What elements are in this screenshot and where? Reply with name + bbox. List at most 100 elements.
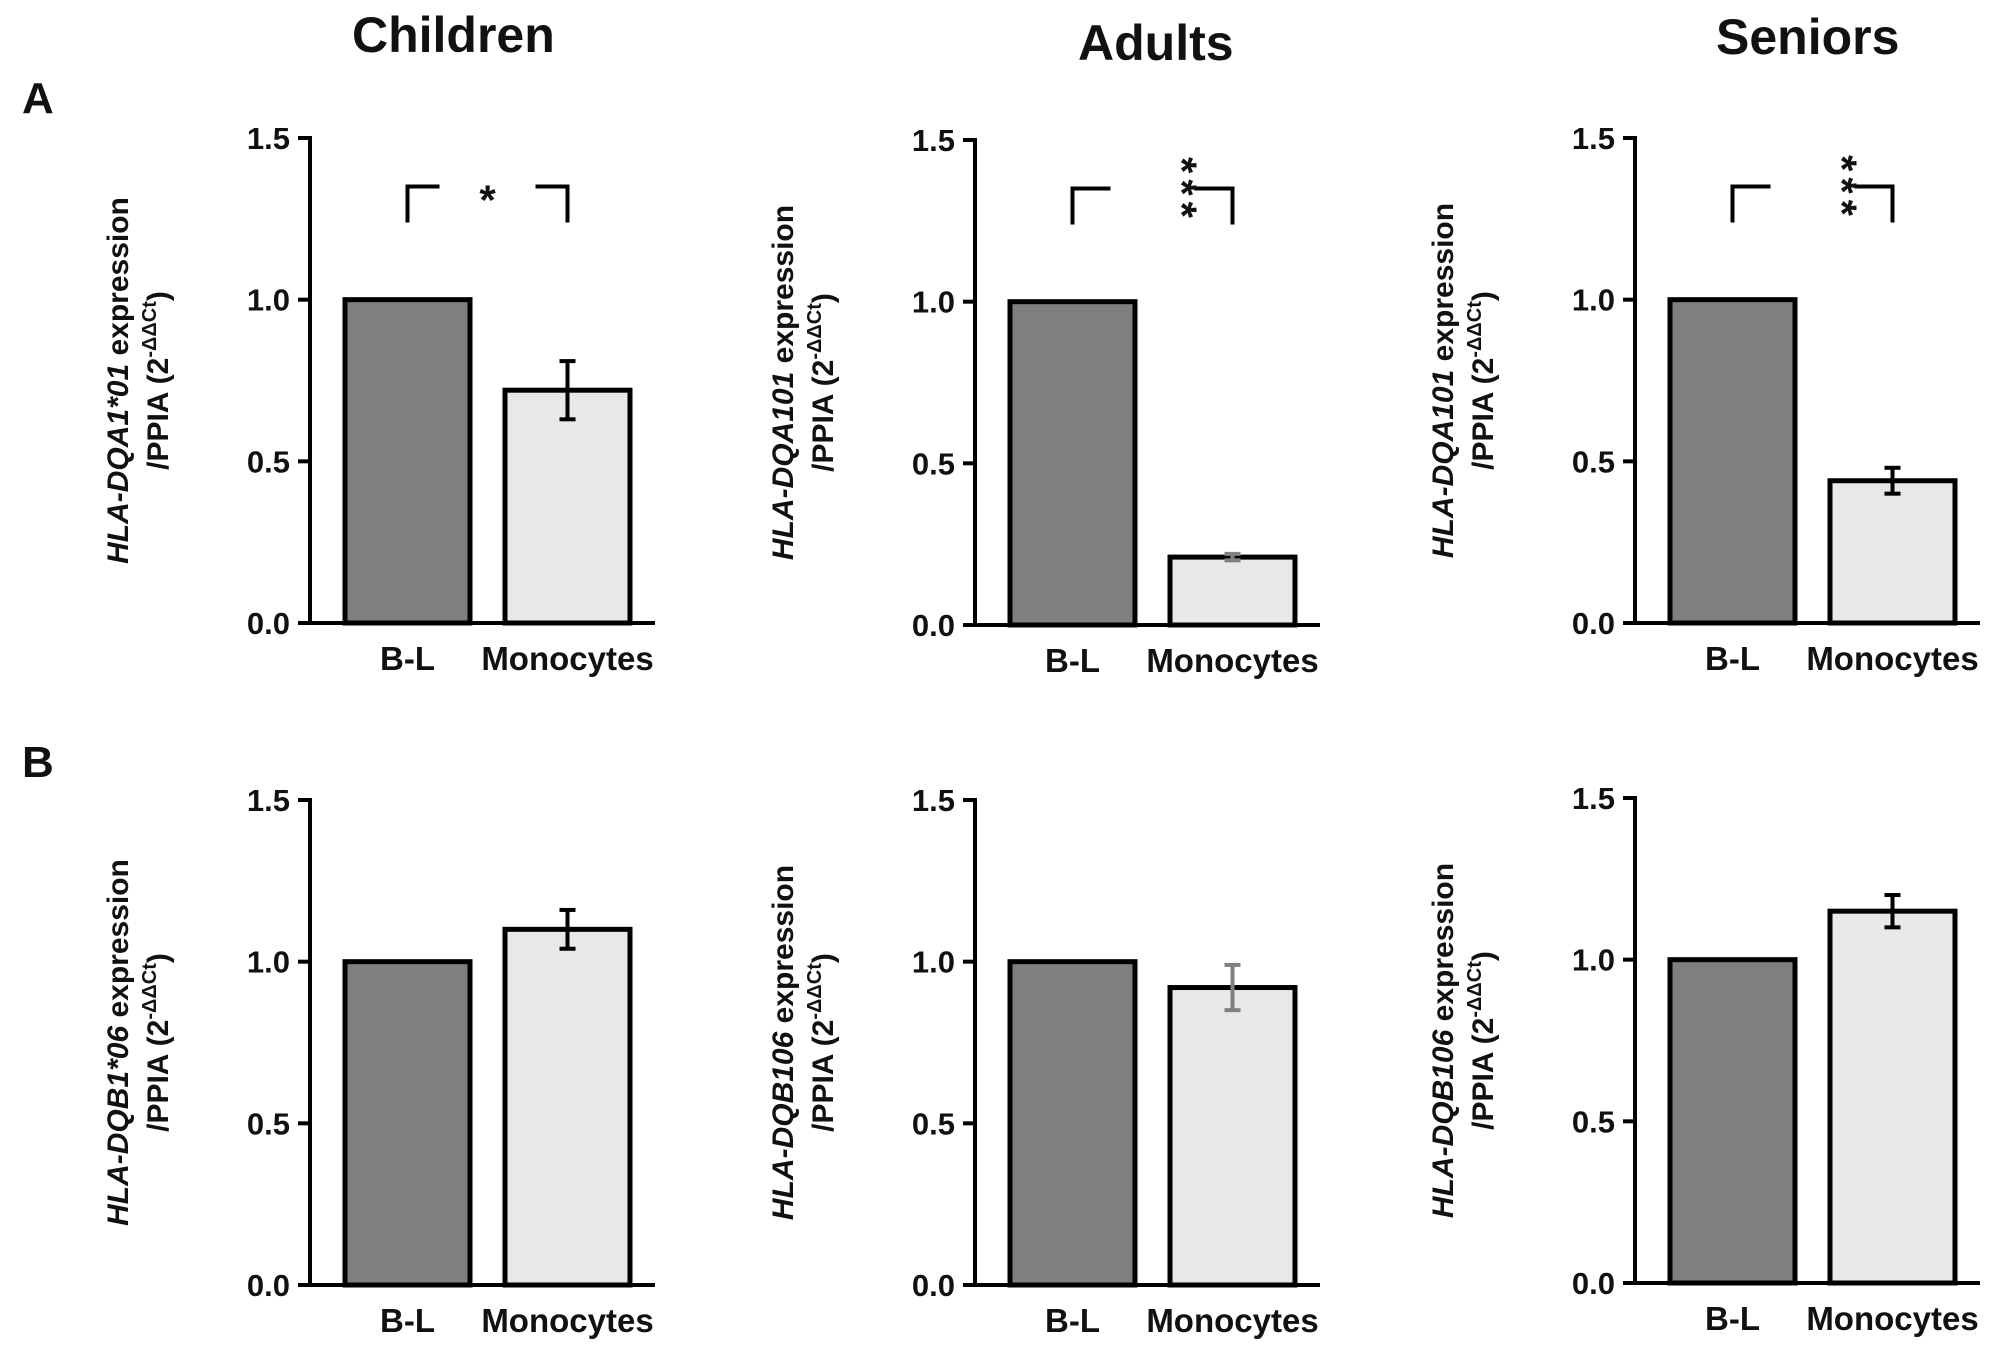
y-axis-label-line2: /PPIA (2 bbox=[807, 1020, 840, 1132]
y-axis-label: HLA-DQA101 expression/PPIA (2-ΔΔCt) bbox=[767, 205, 840, 560]
y-tick-label: 1.0 bbox=[247, 283, 290, 318]
y-axis-label-line2: /PPIA (2 bbox=[1467, 358, 1500, 470]
chart-svg: HLA-DQB106 expression/PPIA (2-ΔΔCt) 0.0 0.… bbox=[1427, 781, 1980, 1337]
y-axis-superscript: -ΔΔCt bbox=[139, 963, 161, 1020]
y-axis-close-paren: ) bbox=[807, 953, 840, 963]
y-axis-label-line2: /PPIA (2 bbox=[142, 1020, 175, 1132]
significance-stars: *** bbox=[1159, 157, 1206, 224]
x-category-label: Monocytes bbox=[481, 640, 653, 677]
y-axis-label-line2: /PPIA (2 bbox=[1467, 1018, 1500, 1130]
bar-bl bbox=[342, 959, 473, 1288]
y-axis-close-paren: ) bbox=[142, 953, 175, 963]
chart-panel-b-seniors: HLA-DQB106 expression/PPIA (2-ΔΔCt) 0.0 0.… bbox=[1405, 778, 2004, 1338]
chart-svg: HLA-DQA101 expression/PPIA (2-ΔΔCt) 0.0 0.… bbox=[767, 123, 1320, 679]
y-axis-expression-text: expression bbox=[1427, 203, 1460, 370]
y-tick-label: 1.0 bbox=[1572, 943, 1615, 978]
bar-monocytes bbox=[1167, 554, 1298, 628]
y-axis-expression-text: expression bbox=[102, 197, 135, 364]
y-tick-label: 1.5 bbox=[1572, 121, 1615, 156]
y-tick-label: 0.0 bbox=[912, 608, 955, 643]
chart-panel-a-adults: HLA-DQA101 expression/PPIA (2-ΔΔCt) 0.0 0.… bbox=[745, 120, 1345, 680]
y-tick-label: 1.5 bbox=[912, 123, 955, 158]
significance-bracket-left bbox=[1070, 186, 1111, 225]
chart-svg: HLA-DQB106 expression/PPIA (2-ΔΔCt) 0.0 0.… bbox=[767, 783, 1320, 1339]
y-axis-label: HLA-DQB1*06 expression/PPIA (2-ΔΔCt) bbox=[102, 859, 175, 1226]
y-axis-label-line1: HLA-DQB106 expression bbox=[1427, 863, 1460, 1218]
x-category-label: B-L bbox=[1705, 640, 1760, 677]
x-category-label: B-L bbox=[1045, 642, 1100, 679]
y-tick-label: 1.5 bbox=[247, 783, 290, 818]
y-axis-label: HLA-DQA1*01 expression/PPIA (2-ΔΔCt) bbox=[102, 197, 175, 564]
y-axis-expression-text: expression bbox=[767, 205, 800, 372]
bar-bl bbox=[1667, 957, 1798, 1286]
y-tick-label: 1.5 bbox=[912, 783, 955, 818]
y-tick-label: 0.5 bbox=[247, 444, 290, 479]
y-axis-gene-name: HLA-DQB106 bbox=[767, 1031, 800, 1220]
x-category-label: Monocytes bbox=[1806, 640, 1978, 677]
bar-monocytes bbox=[1167, 985, 1298, 1288]
y-axis-label-line1: HLA-DQA101 expression bbox=[1427, 203, 1460, 558]
y-axis-label-line1: HLA-DQA101 expression bbox=[767, 205, 800, 560]
chart-svg: HLA-DQA1*01 expression/PPIA (2-ΔΔCt) 0.0 0… bbox=[102, 121, 655, 677]
y-axis-gene-name: HLA-DQB1*06 bbox=[102, 1026, 135, 1226]
y-tick-label: 0.0 bbox=[912, 1268, 955, 1303]
y-tick-label: 0.5 bbox=[912, 446, 955, 481]
y-axis-superscript: -ΔΔCt bbox=[139, 301, 161, 358]
bar-bl bbox=[1667, 297, 1798, 626]
y-tick-label: 1.0 bbox=[912, 945, 955, 980]
significance-bracket-right bbox=[1194, 186, 1235, 225]
x-category-label: B-L bbox=[380, 1302, 435, 1339]
y-tick-label: 1.0 bbox=[1572, 283, 1615, 318]
y-tick-label: 0.0 bbox=[1572, 1266, 1615, 1301]
y-axis-label-line2: /PPIA (2 bbox=[807, 360, 840, 472]
chart-panel-a-children: HLA-DQA1*01 expression/PPIA (2-ΔΔCt) 0.0 0… bbox=[80, 118, 680, 678]
y-axis-label-line1: HLA-DQB106 expression bbox=[767, 865, 800, 1220]
y-axis-superscript: -ΔΔCt bbox=[1464, 961, 1486, 1018]
y-tick-label: 0.0 bbox=[247, 1268, 290, 1303]
y-axis-gene-name: HLA-DQA101 bbox=[1427, 370, 1460, 558]
significance-bracket-left bbox=[405, 184, 440, 223]
bar-monocytes bbox=[502, 387, 633, 626]
x-category-label: B-L bbox=[380, 640, 435, 677]
y-tick-label: 1.0 bbox=[247, 945, 290, 980]
x-category-label: B-L bbox=[1045, 1302, 1100, 1339]
y-axis-expression-text: expression bbox=[102, 859, 135, 1026]
y-axis-gene-name: HLA-DQB106 bbox=[1427, 1029, 1460, 1218]
bar-monocytes bbox=[502, 926, 633, 1288]
chart-panel-b-children: HLA-DQB1*06 expression/PPIA (2-ΔΔCt) 0.0 0… bbox=[80, 780, 680, 1340]
significance-stars: * bbox=[479, 177, 496, 224]
y-axis-superscript: -ΔΔCt bbox=[804, 963, 826, 1020]
bar-bl bbox=[1007, 299, 1138, 628]
chart-panel-b-adults: HLA-DQB106 expression/PPIA (2-ΔΔCt) 0.0 0.… bbox=[745, 780, 1345, 1340]
y-axis-expression-text: expression bbox=[1427, 863, 1460, 1030]
y-tick-label: 0.5 bbox=[912, 1106, 955, 1141]
column-title-adults: Adults bbox=[1078, 15, 1234, 71]
y-tick-label: 1.5 bbox=[1572, 781, 1615, 816]
x-category-label: Monocytes bbox=[1146, 1302, 1318, 1339]
y-axis-label: HLA-DQB106 expression/PPIA (2-ΔΔCt) bbox=[1427, 863, 1500, 1218]
significance-bracket-right bbox=[1854, 184, 1895, 223]
bar-monocytes bbox=[1827, 908, 1958, 1286]
y-axis-close-paren: ) bbox=[142, 291, 175, 301]
y-tick-label: 1.0 bbox=[912, 285, 955, 320]
x-category-label: Monocytes bbox=[1806, 1300, 1978, 1337]
bar-monocytes bbox=[1827, 478, 1958, 626]
y-tick-label: 0.5 bbox=[1572, 444, 1615, 479]
significance-bracket-right bbox=[535, 184, 570, 223]
column-title-seniors: Seniors bbox=[1716, 9, 1900, 65]
y-tick-label: 0.0 bbox=[247, 606, 290, 641]
y-axis-expression-text: expression bbox=[767, 865, 800, 1032]
y-tick-label: 0.0 bbox=[1572, 606, 1615, 641]
x-category-label: Monocytes bbox=[481, 1302, 653, 1339]
chart-svg: HLA-DQB1*06 expression/PPIA (2-ΔΔCt) 0.0 0… bbox=[102, 783, 655, 1339]
chart-svg: HLA-DQA101 expression/PPIA (2-ΔΔCt) 0.0 0.… bbox=[1427, 121, 1980, 677]
bar-bl bbox=[1007, 959, 1138, 1288]
y-axis-close-paren: ) bbox=[1467, 951, 1500, 961]
bar-bl bbox=[342, 297, 473, 626]
y-tick-label: 0.5 bbox=[1572, 1104, 1615, 1139]
x-category-label: Monocytes bbox=[1146, 642, 1318, 679]
y-axis-label: HLA-DQA101 expression/PPIA (2-ΔΔCt) bbox=[1427, 203, 1500, 558]
y-axis-close-paren: ) bbox=[807, 293, 840, 303]
y-tick-label: 1.5 bbox=[247, 121, 290, 156]
row-label-b: B bbox=[22, 738, 54, 787]
